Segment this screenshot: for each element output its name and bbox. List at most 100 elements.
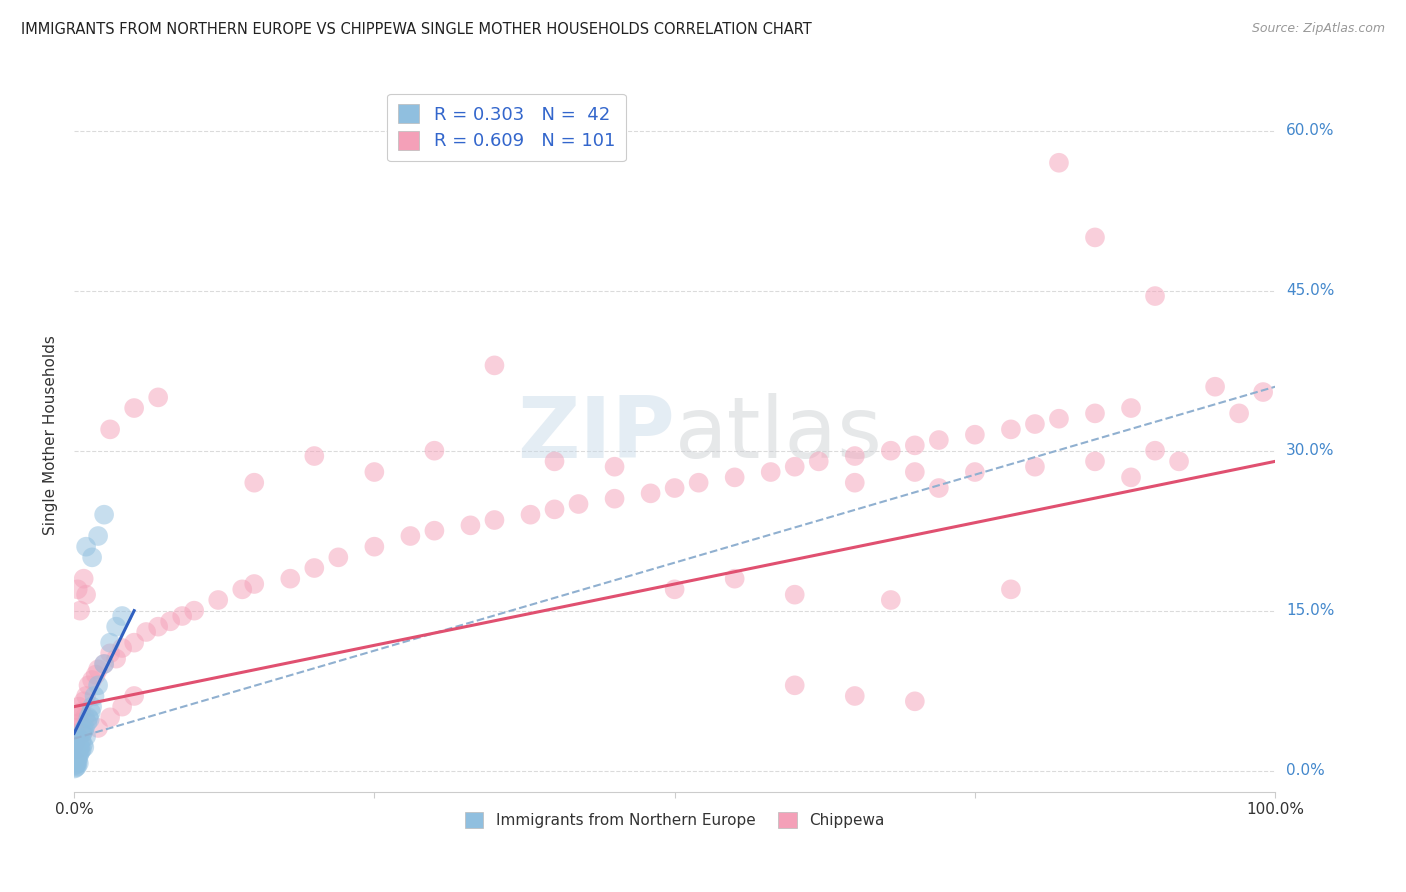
Point <box>1084 406 1107 420</box>
Point <box>73 572 96 586</box>
Point <box>87 678 110 692</box>
Point <box>783 459 806 474</box>
Point <box>65 755 87 769</box>
Point <box>73 710 96 724</box>
Point <box>69 604 91 618</box>
Point <box>423 524 446 538</box>
Point <box>1168 454 1191 468</box>
Point <box>363 465 385 479</box>
Point <box>66 742 89 756</box>
Point <box>783 678 806 692</box>
Y-axis label: Single Mother Households: Single Mother Households <box>44 334 58 534</box>
Point <box>66 755 89 769</box>
Point <box>84 667 107 681</box>
Point <box>67 749 90 764</box>
Point <box>73 723 96 738</box>
Point <box>93 508 115 522</box>
Point <box>159 615 181 629</box>
Point <box>72 737 94 751</box>
Point <box>70 742 93 756</box>
Point <box>543 454 565 468</box>
Point <box>63 737 86 751</box>
Point <box>77 710 100 724</box>
Point <box>75 689 97 703</box>
Point <box>65 721 87 735</box>
Point <box>72 726 94 740</box>
Point <box>399 529 422 543</box>
Point <box>69 747 91 761</box>
Point <box>543 502 565 516</box>
Text: 30.0%: 30.0% <box>1286 443 1334 458</box>
Point <box>363 540 385 554</box>
Point <box>1084 454 1107 468</box>
Point <box>63 758 86 772</box>
Point <box>75 540 97 554</box>
Text: atlas: atlas <box>675 393 883 476</box>
Point <box>880 593 903 607</box>
Point <box>67 731 90 746</box>
Text: IMMIGRANTS FROM NORTHERN EUROPE VS CHIPPEWA SINGLE MOTHER HOUSEHOLDS CORRELATION: IMMIGRANTS FROM NORTHERN EUROPE VS CHIPP… <box>21 22 811 37</box>
Point <box>807 454 830 468</box>
Point <box>111 640 134 655</box>
Point <box>603 491 626 506</box>
Point <box>1227 406 1250 420</box>
Point <box>304 561 326 575</box>
Point <box>231 582 253 597</box>
Point <box>66 744 89 758</box>
Point <box>69 715 91 730</box>
Point <box>66 759 89 773</box>
Point <box>664 582 686 597</box>
Point <box>111 699 134 714</box>
Point <box>75 730 97 744</box>
Point <box>79 713 101 727</box>
Point <box>98 422 121 436</box>
Point <box>603 459 626 474</box>
Point <box>484 359 506 373</box>
Point <box>135 625 157 640</box>
Point <box>904 694 927 708</box>
Point <box>70 733 93 747</box>
Point <box>963 465 986 479</box>
Point <box>67 756 90 771</box>
Point <box>65 760 87 774</box>
Point <box>76 715 98 730</box>
Point <box>243 577 266 591</box>
Point <box>98 635 121 649</box>
Point <box>65 726 87 740</box>
Point <box>146 390 169 404</box>
Point <box>759 465 782 479</box>
Text: ZIP: ZIP <box>517 393 675 476</box>
Point <box>172 609 194 624</box>
Point <box>93 657 115 671</box>
Point <box>844 475 866 490</box>
Point <box>519 508 541 522</box>
Point <box>65 753 87 767</box>
Point <box>146 620 169 634</box>
Point <box>1000 422 1022 436</box>
Point <box>1144 443 1167 458</box>
Text: 0.0%: 0.0% <box>1286 764 1324 778</box>
Point <box>1024 459 1046 474</box>
Point <box>98 710 121 724</box>
Point <box>1119 401 1142 415</box>
Point <box>87 721 110 735</box>
Point <box>724 470 747 484</box>
Point <box>66 753 89 767</box>
Point <box>423 443 446 458</box>
Point <box>928 481 950 495</box>
Point <box>70 705 93 719</box>
Point <box>1024 417 1046 431</box>
Point <box>122 635 145 649</box>
Point <box>83 689 105 703</box>
Point <box>1047 155 1070 169</box>
Point <box>111 609 134 624</box>
Point <box>66 582 89 597</box>
Point <box>65 751 87 765</box>
Point <box>80 705 103 719</box>
Point <box>880 443 903 458</box>
Point <box>67 737 90 751</box>
Point <box>963 427 986 442</box>
Point <box>1084 230 1107 244</box>
Point <box>122 401 145 415</box>
Text: 15.0%: 15.0% <box>1286 603 1334 618</box>
